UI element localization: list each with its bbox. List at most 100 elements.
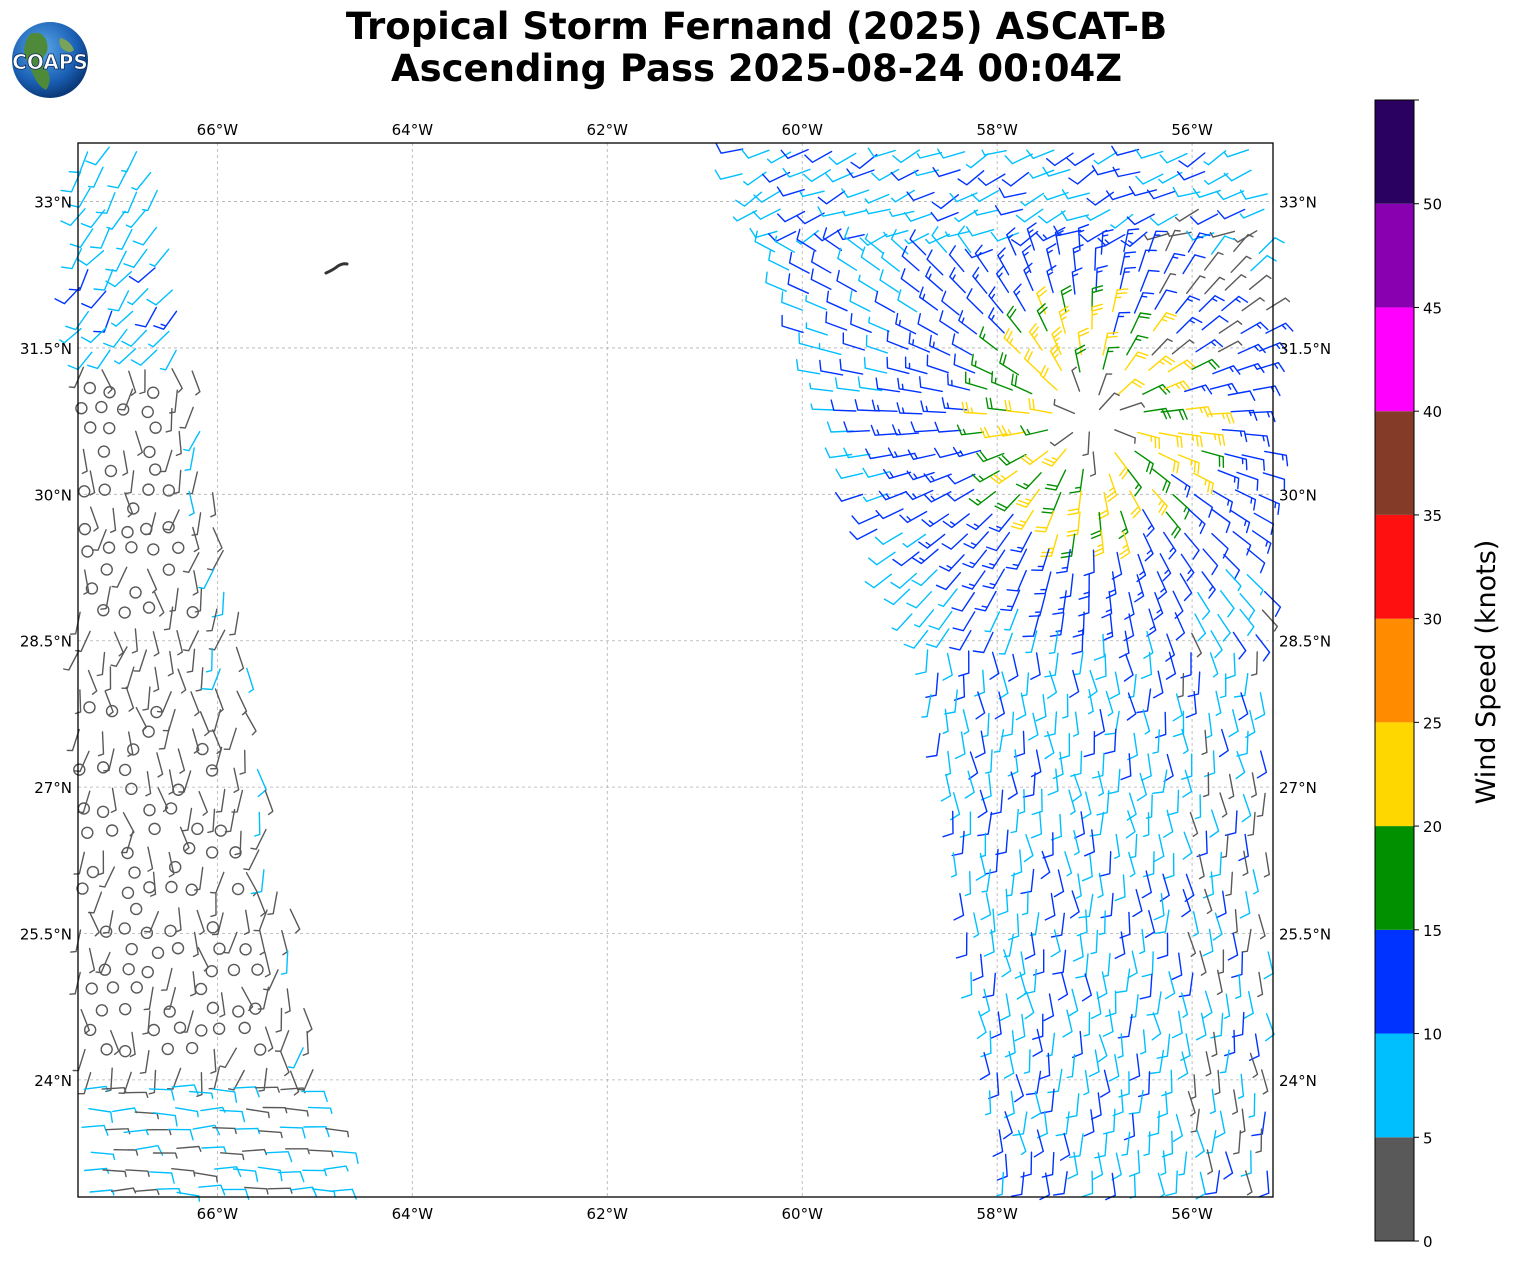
wind-barb	[1253, 531, 1271, 553]
wind-barb	[1183, 255, 1205, 274]
wind-barb	[1224, 170, 1251, 181]
wind-barb	[981, 893, 990, 919]
wind-barb	[212, 593, 224, 617]
wind-barb	[1135, 293, 1154, 313]
wind-barb	[938, 149, 965, 158]
wind-barb	[1173, 591, 1183, 618]
wind-barb	[176, 1108, 198, 1117]
wind-barb	[132, 173, 151, 190]
wind-barb	[1041, 366, 1057, 390]
calm-circle	[105, 465, 116, 476]
wind-barb	[996, 206, 1023, 215]
wind-barb	[1054, 752, 1064, 778]
wind-barb	[1043, 167, 1070, 176]
wind-barb	[867, 336, 888, 353]
wind-barb	[1091, 452, 1096, 476]
wind-barb	[1115, 453, 1128, 479]
calm-circle	[130, 587, 141, 598]
wind-barb	[1033, 1030, 1042, 1057]
wind-barb	[1129, 853, 1135, 877]
wind-barb	[1233, 532, 1250, 555]
wind-barb	[753, 209, 780, 219]
wind-barb	[1233, 632, 1245, 658]
calm-circle	[255, 1044, 266, 1055]
wind-barb	[1168, 790, 1179, 815]
wind-barb	[1139, 250, 1156, 271]
wind-barb	[179, 771, 191, 792]
lat-tick-labels-right: 33°N31.5°N30°N28.5°N27°N25.5°N24°N	[1279, 194, 1331, 1090]
wind-barb	[1011, 511, 1033, 530]
wind-barb	[966, 872, 971, 896]
wind-barb	[1103, 954, 1110, 977]
wind-barb	[1116, 969, 1129, 992]
wind-barb	[90, 912, 99, 935]
wind-barb	[1249, 1094, 1255, 1117]
wind-barb	[1136, 149, 1163, 158]
wind-barb	[1140, 975, 1152, 999]
wind-barb	[1042, 449, 1066, 466]
wind-barb	[1120, 403, 1144, 410]
colorbar-tick-label: 0	[1423, 1233, 1433, 1251]
wind-barb	[1192, 633, 1202, 656]
wind-barb	[86, 147, 109, 164]
graticule-grid	[78, 143, 1273, 1197]
wind-barb	[1198, 593, 1210, 620]
wind-barb	[1247, 575, 1263, 595]
wind-barb	[1073, 774, 1081, 801]
calm-circle	[143, 726, 154, 737]
wind-barb	[1074, 712, 1079, 736]
wind-barb	[1041, 535, 1058, 556]
wind-barb	[258, 770, 267, 797]
wind-barb	[1023, 773, 1035, 797]
wind-barb	[1107, 191, 1134, 200]
wind-barb	[1103, 347, 1119, 369]
wind-barb	[1181, 653, 1191, 678]
wind-barb	[1111, 215, 1133, 229]
wind-barb	[1153, 770, 1167, 793]
wind-barb	[1164, 532, 1176, 558]
calm-circle	[123, 964, 134, 975]
wind-barb	[150, 249, 169, 266]
calm-circle	[79, 486, 90, 497]
wind-barb	[962, 402, 986, 414]
wind-barb	[1084, 1071, 1089, 1095]
calm-circle	[239, 1022, 250, 1033]
wind-barb	[108, 291, 128, 311]
wind-barb	[1251, 256, 1276, 271]
wind-barb	[1144, 534, 1153, 561]
calm-circle	[240, 944, 251, 955]
wind-barb	[1222, 430, 1246, 442]
wind-barb	[1023, 891, 1028, 914]
wind-barb	[907, 471, 934, 480]
wind-barb	[922, 695, 931, 717]
wind-barb	[1014, 284, 1025, 311]
wind-barb	[106, 251, 126, 271]
wind-barb	[912, 570, 937, 585]
wind-barb	[168, 652, 173, 676]
wind-barb	[943, 812, 953, 837]
wind-barb	[1155, 910, 1169, 933]
wind-barb	[1229, 710, 1238, 737]
wind-barb	[1237, 732, 1248, 757]
wind-barb	[1119, 1072, 1129, 1097]
calm-circle	[230, 847, 241, 858]
wind-barb	[1217, 191, 1244, 200]
wind-barb	[1021, 426, 1048, 435]
wind-barb	[995, 730, 1004, 752]
wind-barb	[302, 1091, 327, 1101]
wind-barb	[1016, 693, 1025, 719]
wind-barb	[199, 1185, 225, 1195]
wind-barb	[268, 1188, 292, 1193]
wind-barb	[94, 270, 113, 290]
wind-barb	[1115, 875, 1125, 901]
wind-barb	[1077, 874, 1082, 898]
wind-barb	[976, 731, 985, 757]
colorbar-bin	[1375, 619, 1414, 723]
wind-barb	[959, 311, 977, 334]
wind-barb	[1234, 1131, 1241, 1154]
wind-barb	[884, 589, 909, 604]
wind-barb	[89, 1109, 112, 1123]
wind-barb	[1204, 872, 1214, 898]
wind-barb	[91, 507, 99, 531]
calm-circle	[207, 847, 218, 858]
